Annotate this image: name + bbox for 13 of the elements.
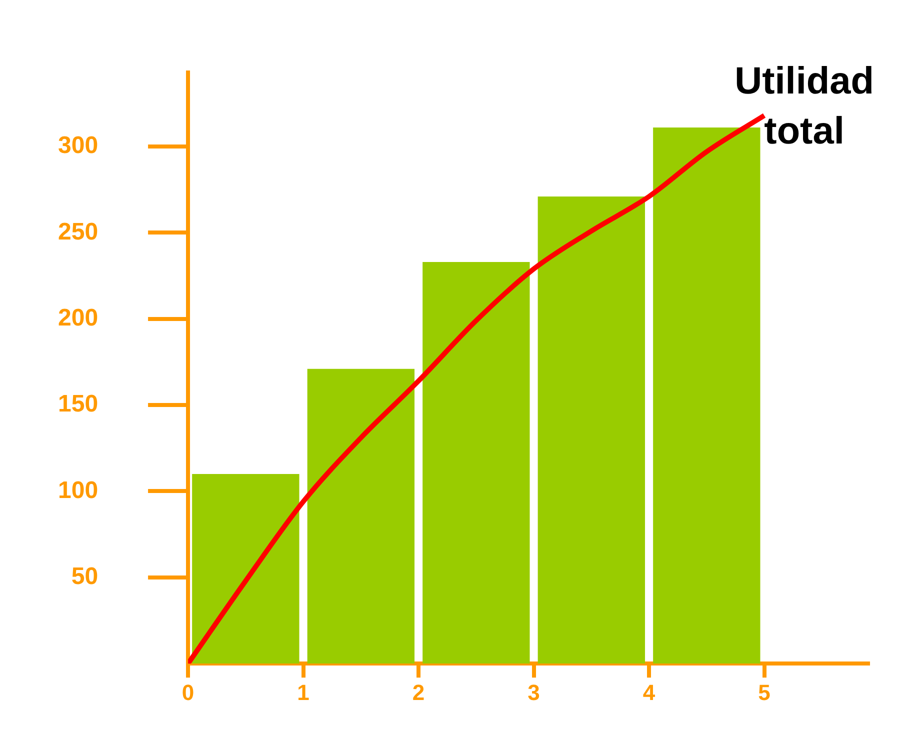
y-tick-label: 150 <box>58 390 98 418</box>
y-tick-label: 300 <box>58 132 98 160</box>
y-tick-label: 250 <box>58 218 98 246</box>
x-tick-label: 0 <box>182 680 194 705</box>
x-tick-label: 1 <box>297 680 310 705</box>
x-tick-label: 5 <box>758 680 770 705</box>
x-tick-label: 3 <box>528 680 540 705</box>
y-tick-label: 50 <box>71 563 98 590</box>
x-tick-label: 4 <box>642 680 656 705</box>
y-tick-label: 200 <box>58 304 98 332</box>
y-tick-label: 100 <box>58 476 98 504</box>
annotation: Utilidad total <box>734 60 874 152</box>
x-tick-label: 2 <box>412 680 425 705</box>
